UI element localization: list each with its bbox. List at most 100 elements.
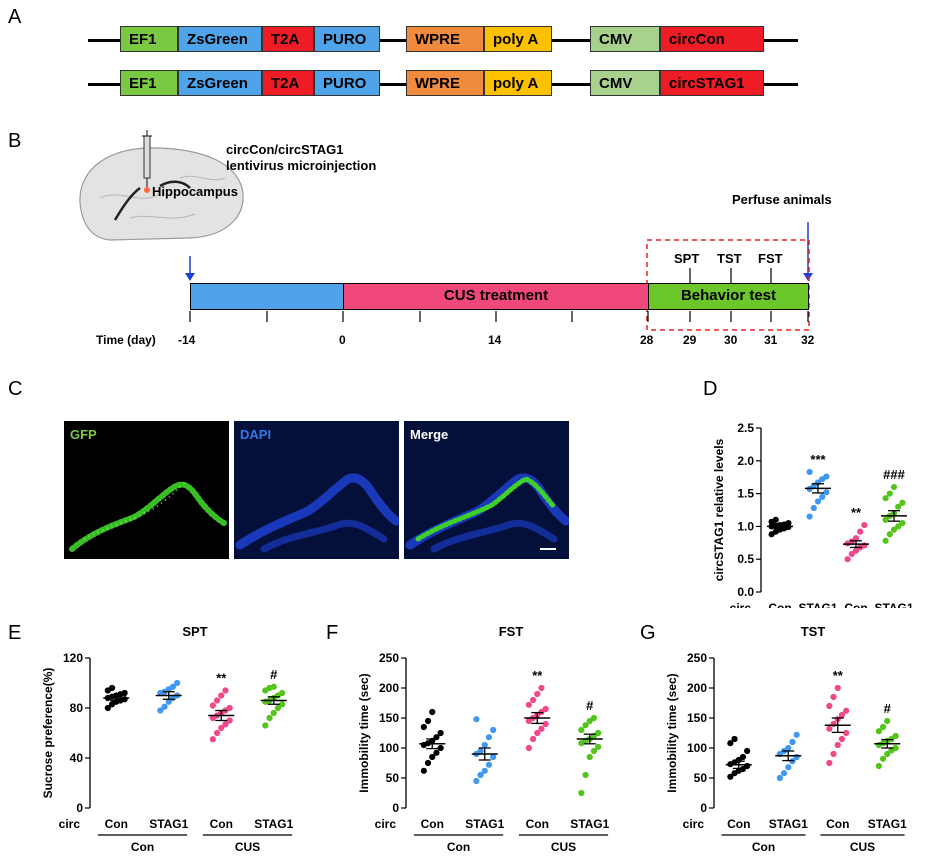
- day-tick: 32: [801, 333, 815, 347]
- seg-t2a: T2A: [262, 70, 314, 96]
- data-point: [848, 550, 855, 558]
- y-tick-label: 50: [386, 771, 400, 785]
- category-label: Con: [421, 817, 444, 831]
- significance-label: ***: [810, 452, 826, 467]
- data-point: [861, 521, 868, 529]
- injection-label-2: lentivirus microinjection: [226, 158, 377, 173]
- construct-backbone: [552, 83, 590, 86]
- significance-label: #: [586, 698, 594, 713]
- data-point: [857, 528, 864, 535]
- data-point: [793, 753, 800, 761]
- data-point: [895, 523, 902, 530]
- chart-e-spt: SPT 0 40 80 120 Sucrose preference(%) ** # circ C…: [41, 624, 294, 854]
- data-point: [806, 468, 813, 476]
- data-point: [473, 777, 480, 785]
- data-point: [875, 762, 882, 770]
- y-tick-label: 150: [379, 711, 399, 725]
- data-point: [174, 679, 181, 687]
- data-point: [823, 489, 830, 496]
- group-label: Con: [752, 840, 775, 854]
- data-point: [485, 734, 493, 741]
- row-label: circ: [683, 817, 705, 831]
- data-point: [785, 744, 792, 752]
- micrograph-merge: Merge: [404, 421, 569, 559]
- category-label: STAG1: [874, 601, 913, 608]
- data-point: [578, 726, 585, 734]
- category-label: Con: [210, 817, 233, 831]
- significance-label: **: [532, 668, 543, 683]
- y-axis-label: Immobility time (sec): [357, 673, 371, 792]
- data-point: [437, 744, 444, 752]
- seg-zsgreen: ZsGreen: [178, 26, 262, 52]
- panel-label-g: G: [640, 622, 656, 644]
- micrograph-label-merge: Merge: [410, 427, 449, 442]
- micrograph-gfp: GFP: [64, 421, 229, 559]
- y-tick-label: 50: [694, 771, 708, 785]
- data-point: [433, 749, 440, 756]
- data-point: [226, 717, 233, 724]
- data-point: [165, 698, 172, 705]
- seg-t2a: T2A: [262, 26, 314, 52]
- data-point: [895, 503, 902, 510]
- arrow-down-icon: [185, 273, 195, 281]
- data-point: [538, 725, 545, 732]
- seg-puro: PURO: [314, 26, 380, 52]
- data-point: [218, 692, 225, 699]
- seg-circstag1: circSTAG1: [660, 70, 764, 96]
- data-point: [879, 755, 887, 762]
- chart-title: SPT: [182, 624, 207, 639]
- seg-cmv: CMV: [590, 70, 660, 96]
- data-point: [209, 702, 216, 709]
- data-point: [886, 490, 893, 497]
- panel-label-b: B: [8, 130, 22, 152]
- significance-label: #: [884, 701, 892, 716]
- data-point: [529, 696, 537, 704]
- time-axis-label: Time (day): [96, 333, 156, 347]
- data-point: [838, 735, 846, 743]
- data-point: [830, 750, 837, 758]
- data-point: [262, 722, 269, 729]
- hippocampus-label: Hippocampus: [152, 184, 238, 199]
- y-tick-label: 120: [63, 651, 83, 665]
- category-label: STAG1: [465, 817, 504, 831]
- data-point: [834, 741, 841, 749]
- data-point: [884, 750, 891, 758]
- data-point: [226, 704, 233, 712]
- data-point: [882, 516, 889, 523]
- data-point: [525, 701, 532, 708]
- data-point: [879, 723, 887, 731]
- data-point: [899, 520, 906, 527]
- category-label: STAG1: [798, 601, 837, 608]
- category-label: Con: [844, 601, 867, 608]
- data-point: [213, 697, 221, 704]
- panel-label-c: C: [8, 378, 23, 400]
- data-point: [104, 704, 111, 712]
- y-tick-label: 1.0: [737, 519, 754, 533]
- construct-backbone: [88, 83, 120, 86]
- significance-label: **: [833, 668, 844, 683]
- y-tick-label: 0: [76, 801, 83, 815]
- data-point: [826, 759, 833, 767]
- group-label: CUS: [235, 840, 260, 854]
- data-point: [819, 493, 826, 500]
- data-point: [279, 689, 286, 697]
- chart-title: TST: [801, 624, 826, 639]
- group-label: Con: [447, 840, 470, 854]
- data-point: [420, 767, 427, 774]
- cus-treatment-bar: CUS treatment: [343, 283, 649, 310]
- y-tick-label: 100: [687, 741, 707, 755]
- data-point: [477, 771, 484, 779]
- data-point: [424, 717, 432, 725]
- arrow-down-icon: [803, 273, 813, 281]
- data-point: [578, 789, 585, 797]
- data-point: [490, 753, 497, 761]
- significance-label: #: [270, 667, 278, 682]
- category-label: Con: [727, 817, 750, 831]
- data-point: [222, 721, 229, 728]
- y-tick-label: 0.0: [737, 585, 754, 599]
- y-tick-label: 250: [687, 651, 707, 665]
- data-point: [886, 531, 893, 538]
- significance-label: **: [851, 505, 862, 520]
- panel-label-f: F: [326, 622, 339, 644]
- data-point: [270, 709, 277, 717]
